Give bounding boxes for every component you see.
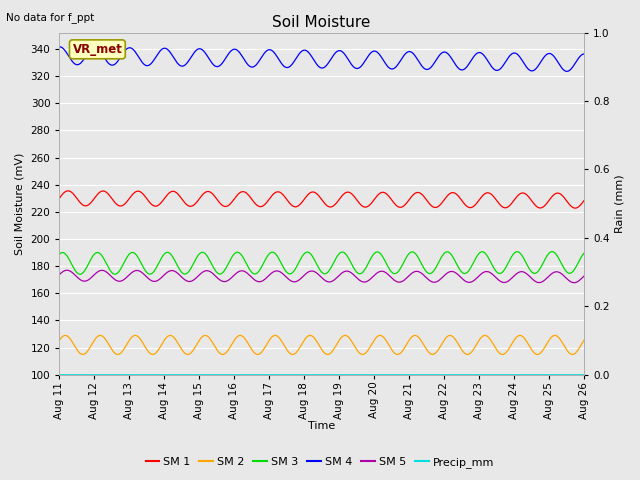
Y-axis label: Rain (mm): Rain (mm): [615, 174, 625, 233]
Text: VR_met: VR_met: [72, 43, 122, 56]
Title: Soil Moisture: Soil Moisture: [273, 15, 371, 30]
Legend: SM 1, SM 2, SM 3, SM 4, SM 5, Precip_mm: SM 1, SM 2, SM 3, SM 4, SM 5, Precip_mm: [141, 452, 499, 472]
X-axis label: Time: Time: [308, 421, 335, 432]
Y-axis label: Soil Moisture (mV): Soil Moisture (mV): [15, 153, 25, 255]
Text: No data for f_ppt: No data for f_ppt: [6, 12, 95, 23]
